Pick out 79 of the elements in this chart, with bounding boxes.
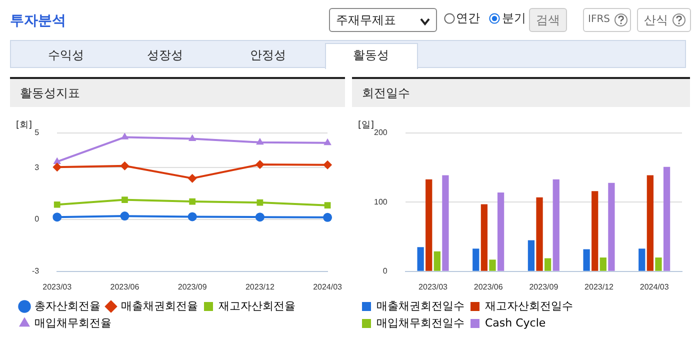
- x-tick-label: 2023/06: [474, 282, 504, 292]
- legend-label: 재고자산회전율: [218, 299, 296, 312]
- x-tick-label: 2023/03: [42, 282, 72, 292]
- point: [323, 212, 332, 222]
- point: [188, 212, 197, 222]
- legend-label: 재고자산회전일수: [485, 299, 573, 312]
- point: [255, 212, 264, 222]
- text: 분기: [502, 10, 526, 27]
- legend-label: 매입채무회전일수: [376, 316, 464, 330]
- point: [53, 157, 62, 164]
- x-tick-label: 2024/03: [640, 282, 670, 292]
- y-axis-title: [회]: [16, 120, 32, 130]
- bar: [544, 258, 552, 271]
- chart-title: 활동성지표: [10, 79, 345, 107]
- bar: [600, 258, 606, 271]
- bar: [442, 175, 449, 271]
- text: IFRS: [583, 8, 631, 32]
- legend-label: 매출채권회전율: [121, 299, 198, 312]
- text: 활동성: [353, 47, 389, 64]
- x-tick-label: 2023/03: [418, 282, 448, 292]
- bar: [472, 248, 480, 271]
- y-axis-title: [일]: [358, 120, 374, 130]
- bar: [417, 247, 424, 271]
- bar: [608, 182, 615, 271]
- point: [122, 196, 128, 203]
- x-tick-label: 2023/09: [178, 282, 208, 292]
- x-tick-label: 2023/06: [110, 282, 140, 292]
- point: [52, 212, 62, 222]
- bar: [552, 179, 560, 271]
- chart-title: 회전일수: [352, 79, 690, 107]
- y-tick-label: 5: [34, 128, 40, 138]
- point: [120, 161, 130, 170]
- text: 검색: [529, 8, 567, 32]
- y-tick-label: -3: [32, 266, 40, 276]
- bar: [426, 179, 432, 271]
- bar: [497, 192, 504, 271]
- point: [52, 162, 62, 172]
- bar: [536, 197, 543, 271]
- text: 투자분석: [10, 12, 66, 30]
- legend-label: 매출채권회전일수: [376, 299, 464, 312]
- point: [189, 198, 196, 205]
- bar: [592, 191, 598, 271]
- text: 성장성: [147, 47, 183, 64]
- point: [54, 201, 60, 208]
- point: [188, 134, 196, 141]
- text: 산식: [637, 8, 691, 32]
- y-tick-label: 3: [34, 162, 40, 172]
- point: [324, 138, 332, 146]
- text: 연간: [456, 10, 480, 27]
- text: 안정성: [250, 47, 286, 64]
- x-tick-label: 2023/12: [245, 282, 275, 292]
- point: [120, 212, 130, 221]
- text: 수익성: [48, 47, 84, 64]
- point: [324, 202, 331, 208]
- bar: [528, 240, 535, 271]
- bar: [583, 249, 590, 271]
- bar: [480, 204, 488, 271]
- x-tick-label: 2023/09: [529, 282, 559, 292]
- y-tick-label: 200: [374, 128, 388, 138]
- point: [323, 160, 332, 170]
- y-tick-label: 0: [34, 214, 40, 224]
- point: [188, 174, 197, 183]
- y-tick-label: 100: [374, 197, 388, 206]
- bar: [663, 166, 670, 271]
- text: 주재무제표: [329, 8, 437, 32]
- point: [255, 160, 264, 169]
- bar: [638, 248, 646, 271]
- y-tick-label: 0: [382, 266, 388, 276]
- bar: [434, 251, 440, 271]
- legend-label: 매입채무회전율: [34, 316, 112, 330]
- legend-label: 총자산회전율: [34, 299, 100, 312]
- bar: [646, 175, 654, 271]
- point: [256, 138, 264, 145]
- x-tick-label: 2024/03: [313, 282, 343, 292]
- point: [120, 133, 129, 140]
- x-tick-label: 2023/12: [584, 282, 614, 292]
- bar: [489, 260, 496, 271]
- legend-label: Cash Cycle: [485, 316, 546, 330]
- bar: [655, 258, 662, 271]
